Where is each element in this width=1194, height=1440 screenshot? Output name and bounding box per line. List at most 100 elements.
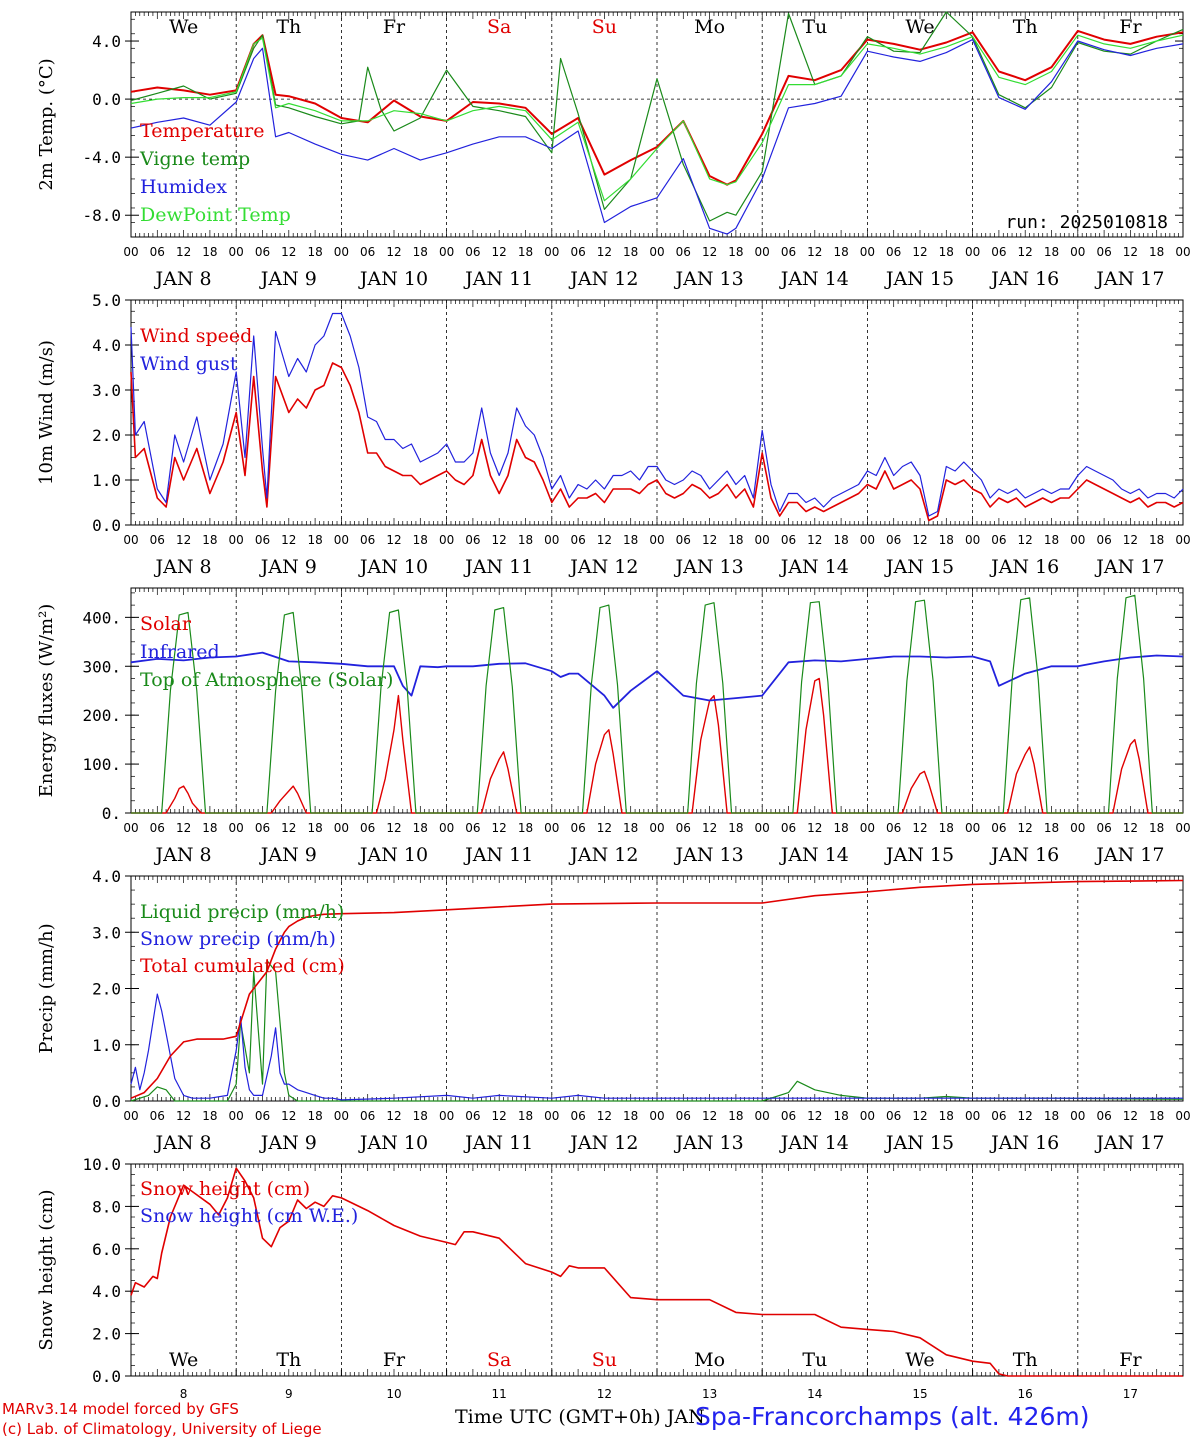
hour-label: 06 (150, 1109, 165, 1123)
hour-label: 06 (465, 821, 480, 835)
hour-label: 00 (439, 533, 454, 547)
hour-label: 12 (912, 821, 927, 835)
hour-label: 18 (833, 245, 848, 259)
y-axis-label: Snow height (cm) (36, 1189, 57, 1350)
date-label: JAN 8 (154, 844, 212, 866)
hour-label: 06 (360, 1109, 375, 1123)
legend-entry: Humidex (140, 176, 227, 198)
hour-label: 06 (255, 533, 270, 547)
weekday-label: Fr (383, 1349, 406, 1371)
date-label: JAN 15 (884, 556, 954, 578)
y-tick-label: 0. (102, 804, 121, 823)
date-label: JAN 17 (1094, 1132, 1164, 1154)
hour-label: 12 (702, 245, 717, 259)
hour-label: 12 (281, 1109, 296, 1123)
y-tick-label: 4.0 (92, 336, 121, 355)
series-line-temperature (130, 29, 1184, 186)
hour-label: 18 (1149, 245, 1164, 259)
hour-label: 18 (833, 533, 848, 547)
series-line-vigne-temp (130, 11, 1184, 222)
legend-entry: DewPoint Temp (140, 204, 291, 226)
weekday-label: Sa (487, 16, 511, 38)
weekday-label: Th (276, 1349, 301, 1371)
weekday-label: Mo (694, 16, 725, 38)
hour-label: 06 (676, 1109, 691, 1123)
hour-label: 18 (307, 821, 322, 835)
hour-label: 06 (781, 245, 796, 259)
hour-label: 06 (781, 821, 796, 835)
hour-label: 12 (1123, 821, 1138, 835)
hour-label: 18 (202, 245, 217, 259)
weekday-label: We (905, 16, 934, 38)
series-line-wind-speed (130, 362, 1184, 522)
hour-label: 18 (1044, 1109, 1059, 1123)
date-label: JAN 15 (884, 268, 954, 290)
date-label: JAN 11 (463, 556, 533, 578)
hour-label: 00 (544, 821, 559, 835)
date-label: JAN 14 (779, 268, 849, 290)
hour-label: 06 (886, 245, 901, 259)
panel-5: 10.0 8.0 6.0 4.0 2.0 0.0 Snow height (cm) Snow … (36, 1155, 1184, 1401)
series-line-solar (131, 677, 1183, 814)
date-label: JAN 13 (674, 556, 744, 578)
day-number-label: 14 (807, 1387, 822, 1401)
hour-label: 06 (1096, 1109, 1111, 1123)
hour-label: 00 (123, 533, 138, 547)
y-tick-label: 10.0 (82, 1155, 121, 1174)
panel-frame (130, 587, 1184, 814)
weekday-label: We (169, 1349, 198, 1371)
hour-label: 06 (781, 533, 796, 547)
y-axis-label: Energy fluxes (W/m²) (36, 604, 57, 798)
hour-label: 18 (939, 1109, 954, 1123)
station-label: Spa-Francorchamps (alt. 426m) (695, 1402, 1090, 1431)
hour-label: 12 (386, 533, 401, 547)
date-label: JAN 10 (358, 844, 428, 866)
hour-label: 18 (307, 533, 322, 547)
date-label: JAN 9 (259, 556, 317, 578)
hour-label: 18 (833, 821, 848, 835)
hour-label: 00 (544, 533, 559, 547)
y-tick-label: 3.0 (92, 381, 121, 400)
series-line-total-cumulated-cm- (130, 879, 1184, 1099)
hour-label: 00 (860, 245, 875, 259)
hour-label: 18 (518, 1109, 533, 1123)
date-label: JAN 17 (1094, 844, 1164, 866)
legend-entry: Wind speed (140, 325, 252, 347)
hour-label: 18 (728, 821, 743, 835)
date-label: JAN 17 (1094, 556, 1164, 578)
series-line-wind-gust (130, 312, 1184, 517)
hour-label: 06 (886, 821, 901, 835)
legend-entry: Solar (140, 613, 192, 635)
hour-label: 18 (623, 821, 638, 835)
hour-label: 06 (886, 1109, 901, 1123)
hour-label: 00 (1070, 533, 1085, 547)
date-label: JAN 12 (568, 1132, 638, 1154)
day-number-label: 16 (1018, 1387, 1033, 1401)
hour-label: 00 (755, 1109, 770, 1123)
hour-label: 18 (939, 821, 954, 835)
hour-label: 18 (939, 245, 954, 259)
y-tick-label: 1.0 (92, 1036, 121, 1055)
hour-label: 12 (597, 245, 612, 259)
hour-label: 12 (1123, 245, 1138, 259)
legend-entry: Infrared (140, 641, 220, 663)
weekday-label: Fr (1119, 16, 1142, 38)
hour-label: 12 (702, 533, 717, 547)
day-number-label: 15 (912, 1387, 927, 1401)
weekday-label: Th (1013, 16, 1038, 38)
x-axis-title: Time UTC (GMT+0h) JAN (455, 1406, 705, 1428)
hour-label: 12 (176, 245, 191, 259)
hour-label: 00 (649, 245, 664, 259)
date-label: JAN 15 (884, 844, 954, 866)
date-label: JAN 9 (259, 1132, 317, 1154)
hour-label: 12 (1123, 533, 1138, 547)
hour-label: 06 (886, 533, 901, 547)
date-label: JAN 8 (154, 1132, 212, 1154)
day-number-label: 9 (285, 1387, 293, 1401)
hour-label: 06 (676, 821, 691, 835)
day-number-label: 13 (702, 1387, 717, 1401)
hour-label: 18 (623, 245, 638, 259)
hour-label: 00 (229, 245, 244, 259)
series-line-liquid-precip-mm-h- (130, 959, 1184, 1102)
hour-label: 00 (1070, 245, 1085, 259)
